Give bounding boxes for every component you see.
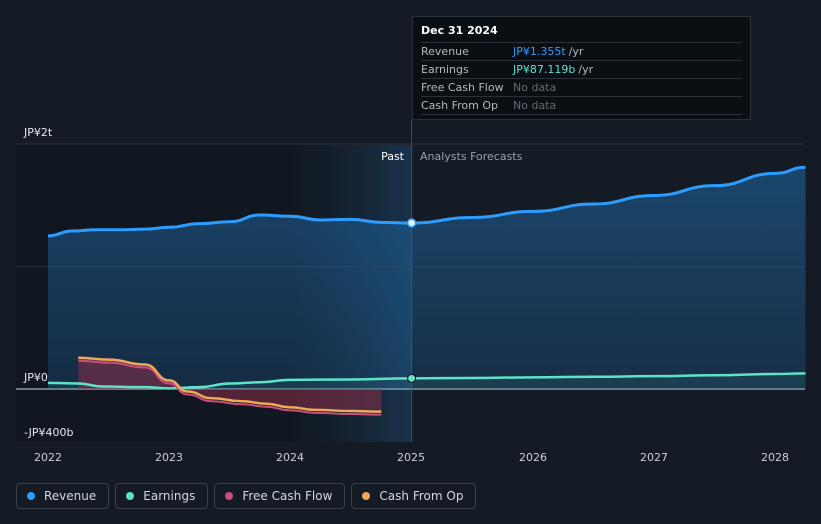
tooltip-label: Free Cash Flow bbox=[421, 81, 504, 94]
legend-dot-icon bbox=[27, 492, 35, 500]
legend-dot-icon bbox=[225, 492, 234, 500]
x-tick-2023: 2023 bbox=[155, 451, 183, 464]
cash-from-op-line bbox=[78, 356, 382, 413]
x-tick-2022: 2022 bbox=[34, 451, 62, 464]
tooltip-label: Earnings bbox=[421, 63, 469, 76]
x-tick-2025: 2025 bbox=[397, 451, 425, 464]
tooltip-row-cfo: Cash From Op No data bbox=[421, 96, 742, 115]
tooltip-value: No data bbox=[513, 99, 557, 112]
tooltip-date: Dec 31 2024 bbox=[421, 24, 498, 37]
revenue-marker bbox=[406, 218, 417, 228]
legend-label: Cash From Op bbox=[379, 489, 464, 503]
legend-label: Free Cash Flow bbox=[242, 489, 333, 503]
tooltip-row-earnings: Earnings JP¥87.119b /yr bbox=[421, 60, 742, 78]
tooltip-row-revenue: Revenue JP¥1.355t /yr bbox=[421, 42, 742, 60]
legend-item-cash-from-op[interactable]: Cash From Op bbox=[351, 483, 477, 509]
tooltip-label: Revenue bbox=[421, 45, 469, 58]
legend-label: Revenue bbox=[44, 489, 97, 503]
legend-item-earnings[interactable]: Earnings bbox=[115, 483, 209, 509]
x-tick-2024: 2024 bbox=[276, 451, 304, 464]
forecast-label: Analysts Forecasts bbox=[420, 150, 523, 163]
earnings-marker bbox=[407, 373, 417, 383]
legend-item-free-cash-flow[interactable]: Free Cash Flow bbox=[214, 483, 346, 509]
tooltip-label: Cash From Op bbox=[421, 99, 499, 112]
y-tick-label-top: JP¥2t bbox=[24, 126, 53, 139]
earnings-line bbox=[47, 372, 806, 390]
tooltip: Dec 31 2024 Revenue JP¥1.355t /yr Earnin… bbox=[412, 16, 751, 120]
free-cash-flow-edge bbox=[78, 359, 382, 416]
x-tick-2028: 2028 bbox=[761, 451, 789, 464]
tooltip-value: JP¥1.355t bbox=[513, 45, 566, 58]
legend: Revenue Earnings Free Cash Flow Cash Fro… bbox=[16, 483, 477, 509]
revenue-line bbox=[47, 165, 806, 238]
legend-dot-icon bbox=[362, 492, 371, 500]
tooltip-value: No data bbox=[513, 81, 557, 94]
legend-dot-icon bbox=[126, 492, 135, 500]
x-tick-2027: 2027 bbox=[640, 451, 668, 464]
legend-item-revenue[interactable]: Revenue bbox=[16, 483, 110, 509]
revenue-area bbox=[48, 167, 806, 389]
x-tick-2026: 2026 bbox=[519, 451, 547, 464]
legend-label: Earnings bbox=[143, 489, 196, 503]
tooltip-row-fcf: Free Cash Flow No data bbox=[421, 78, 742, 96]
tooltip-unit: /yr bbox=[578, 63, 594, 76]
tooltip-value: JP¥87.119b bbox=[513, 63, 576, 76]
y-tick-label-zero: JP¥0 bbox=[24, 371, 48, 384]
past-label: Past bbox=[381, 150, 404, 163]
y-tick-label-bottom: -JP¥400b bbox=[24, 426, 74, 439]
tooltip-unit: /yr bbox=[568, 45, 584, 58]
